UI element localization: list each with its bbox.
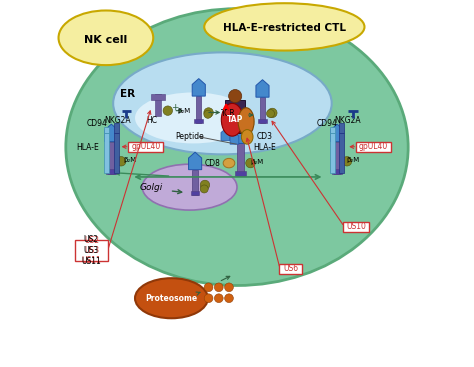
Circle shape bbox=[214, 283, 223, 292]
Bar bbox=[330, 132, 335, 172]
Ellipse shape bbox=[223, 159, 235, 168]
Circle shape bbox=[228, 90, 242, 103]
Circle shape bbox=[204, 294, 213, 303]
Bar bbox=[194, 119, 203, 123]
Bar bbox=[114, 132, 118, 172]
Bar bbox=[260, 97, 265, 123]
Ellipse shape bbox=[135, 278, 208, 318]
Circle shape bbox=[163, 106, 173, 115]
Text: Proteosome: Proteosome bbox=[146, 294, 198, 303]
Bar bbox=[339, 123, 345, 132]
Text: gpUL40: gpUL40 bbox=[131, 142, 161, 151]
Circle shape bbox=[266, 110, 274, 117]
Circle shape bbox=[214, 294, 223, 303]
Text: Golgi: Golgi bbox=[140, 184, 163, 192]
Ellipse shape bbox=[58, 11, 153, 65]
Bar bbox=[236, 171, 246, 176]
Bar bbox=[339, 132, 345, 172]
FancyBboxPatch shape bbox=[128, 142, 164, 152]
Polygon shape bbox=[330, 124, 344, 142]
Text: CD3: CD3 bbox=[257, 132, 273, 141]
Text: CD8: CD8 bbox=[205, 159, 221, 168]
Bar bbox=[114, 123, 118, 132]
Ellipse shape bbox=[66, 9, 408, 286]
Polygon shape bbox=[189, 152, 201, 170]
Text: ER: ER bbox=[120, 89, 135, 99]
Polygon shape bbox=[230, 132, 239, 144]
Circle shape bbox=[225, 294, 233, 303]
Bar bbox=[155, 94, 161, 116]
Text: β₂M: β₂M bbox=[177, 108, 191, 115]
Polygon shape bbox=[221, 129, 230, 141]
Bar bbox=[332, 170, 342, 174]
FancyBboxPatch shape bbox=[356, 142, 391, 152]
Circle shape bbox=[204, 110, 212, 118]
Bar bbox=[104, 132, 109, 172]
Ellipse shape bbox=[221, 103, 243, 136]
Ellipse shape bbox=[142, 164, 237, 210]
Bar bbox=[108, 142, 115, 174]
Text: US6: US6 bbox=[283, 264, 298, 273]
Text: NKG2A: NKG2A bbox=[104, 116, 131, 126]
Bar bbox=[237, 143, 244, 176]
Text: NKG2A: NKG2A bbox=[334, 116, 361, 126]
FancyBboxPatch shape bbox=[343, 222, 369, 232]
Ellipse shape bbox=[241, 130, 253, 144]
Bar bbox=[196, 96, 201, 123]
Text: +: + bbox=[171, 102, 178, 112]
Ellipse shape bbox=[238, 108, 254, 135]
Text: β₂M: β₂M bbox=[123, 157, 137, 163]
Circle shape bbox=[117, 157, 126, 166]
Text: US2
US3
US11: US2 US3 US11 bbox=[82, 236, 101, 265]
FancyBboxPatch shape bbox=[279, 264, 302, 274]
Text: HLA-E: HLA-E bbox=[254, 143, 276, 152]
Circle shape bbox=[225, 283, 233, 292]
Text: US2
US3
US11: US2 US3 US11 bbox=[82, 235, 101, 266]
Circle shape bbox=[204, 283, 213, 292]
Circle shape bbox=[200, 185, 208, 193]
Text: NK cell: NK cell bbox=[84, 34, 128, 45]
Circle shape bbox=[342, 157, 352, 166]
Text: gpUL40: gpUL40 bbox=[359, 142, 388, 151]
Polygon shape bbox=[192, 79, 205, 96]
Polygon shape bbox=[234, 126, 247, 143]
Text: HLA-E–restricted CTL: HLA-E–restricted CTL bbox=[223, 23, 346, 33]
Ellipse shape bbox=[135, 92, 252, 143]
Circle shape bbox=[204, 108, 213, 117]
Text: β₂M: β₂M bbox=[251, 159, 264, 166]
Text: TCR: TCR bbox=[220, 109, 235, 118]
Text: US10: US10 bbox=[346, 222, 366, 231]
Circle shape bbox=[200, 180, 210, 190]
Text: TAP: TAP bbox=[227, 115, 243, 124]
Bar bbox=[191, 191, 200, 195]
Polygon shape bbox=[256, 80, 269, 97]
Ellipse shape bbox=[204, 3, 365, 51]
Polygon shape bbox=[105, 124, 118, 142]
Bar bbox=[151, 94, 164, 100]
Text: CD94: CD94 bbox=[317, 119, 338, 128]
Circle shape bbox=[246, 159, 255, 168]
Circle shape bbox=[268, 108, 277, 118]
Bar bbox=[330, 127, 335, 132]
Text: β₂M: β₂M bbox=[346, 157, 359, 163]
FancyBboxPatch shape bbox=[75, 240, 108, 261]
Text: Peptide: Peptide bbox=[175, 132, 204, 141]
Text: CD94: CD94 bbox=[87, 119, 108, 128]
Bar bbox=[225, 100, 246, 132]
Text: HLA-E: HLA-E bbox=[77, 142, 100, 152]
Text: HC: HC bbox=[146, 116, 157, 126]
Bar bbox=[104, 127, 109, 132]
Bar bbox=[106, 170, 117, 174]
Ellipse shape bbox=[113, 52, 332, 155]
Bar bbox=[258, 120, 266, 123]
Bar bbox=[192, 170, 198, 195]
Bar bbox=[334, 142, 340, 174]
